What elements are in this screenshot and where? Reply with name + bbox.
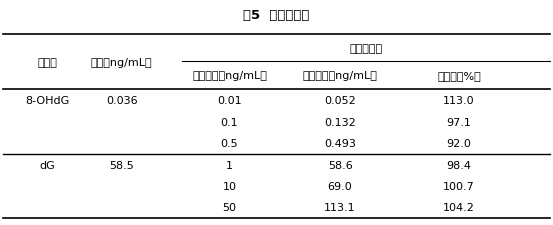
Text: 加标水平（ng/mL）: 加标水平（ng/mL）	[192, 71, 267, 81]
Text: 58.5: 58.5	[109, 160, 134, 170]
Text: 1: 1	[226, 160, 233, 170]
Text: 浓度（ng/mL）: 浓度（ng/mL）	[91, 57, 153, 68]
Text: 50: 50	[222, 202, 237, 213]
Text: 10: 10	[222, 181, 237, 191]
Text: 0.493: 0.493	[324, 138, 356, 148]
Text: 104.2: 104.2	[443, 202, 475, 213]
Text: 69.0: 69.0	[328, 181, 352, 191]
Text: 113.0: 113.0	[443, 96, 475, 106]
Text: 0.052: 0.052	[324, 96, 356, 106]
Text: 113.1: 113.1	[324, 202, 356, 213]
Text: 0.132: 0.132	[324, 117, 356, 127]
Text: 检测浓度（ng/mL）: 检测浓度（ng/mL）	[302, 71, 378, 81]
Text: 0.1: 0.1	[221, 117, 238, 127]
Text: 97.1: 97.1	[447, 117, 471, 127]
Text: 分析物: 分析物	[37, 57, 57, 68]
Text: 0.5: 0.5	[221, 138, 238, 148]
Text: 100.7: 100.7	[443, 181, 475, 191]
Text: 加标回收率: 加标回收率	[350, 43, 383, 53]
Text: 表5  方法回收率: 表5 方法回收率	[243, 9, 310, 22]
Text: 58.6: 58.6	[328, 160, 352, 170]
Text: 98.4: 98.4	[446, 160, 472, 170]
Text: dG: dG	[39, 160, 55, 170]
Text: 0.01: 0.01	[217, 96, 242, 106]
Text: 92.0: 92.0	[447, 138, 471, 148]
Text: 回收率（%）: 回收率（%）	[437, 71, 481, 81]
Text: 8-OHdG: 8-OHdG	[25, 96, 69, 106]
Text: 0.036: 0.036	[106, 96, 138, 106]
